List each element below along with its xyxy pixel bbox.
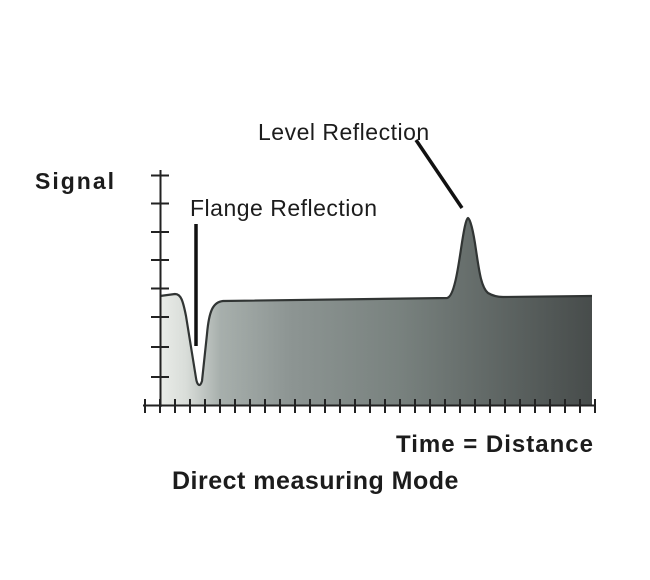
figure-caption: Direct measuring Mode	[172, 467, 459, 495]
y-axis-ticks	[151, 174, 169, 378]
signal-area	[160, 218, 592, 405]
x-axis-ticks	[144, 399, 596, 413]
signal-trace	[159, 216, 593, 387]
level-reflection-label: Level Reflection	[258, 119, 430, 145]
x-axis-label: Time = Distance	[396, 431, 594, 458]
y-axis-label: Signal	[35, 168, 117, 194]
level-leader-line	[414, 139, 464, 209]
flange-reflection-label: Flange Reflection	[190, 195, 378, 221]
